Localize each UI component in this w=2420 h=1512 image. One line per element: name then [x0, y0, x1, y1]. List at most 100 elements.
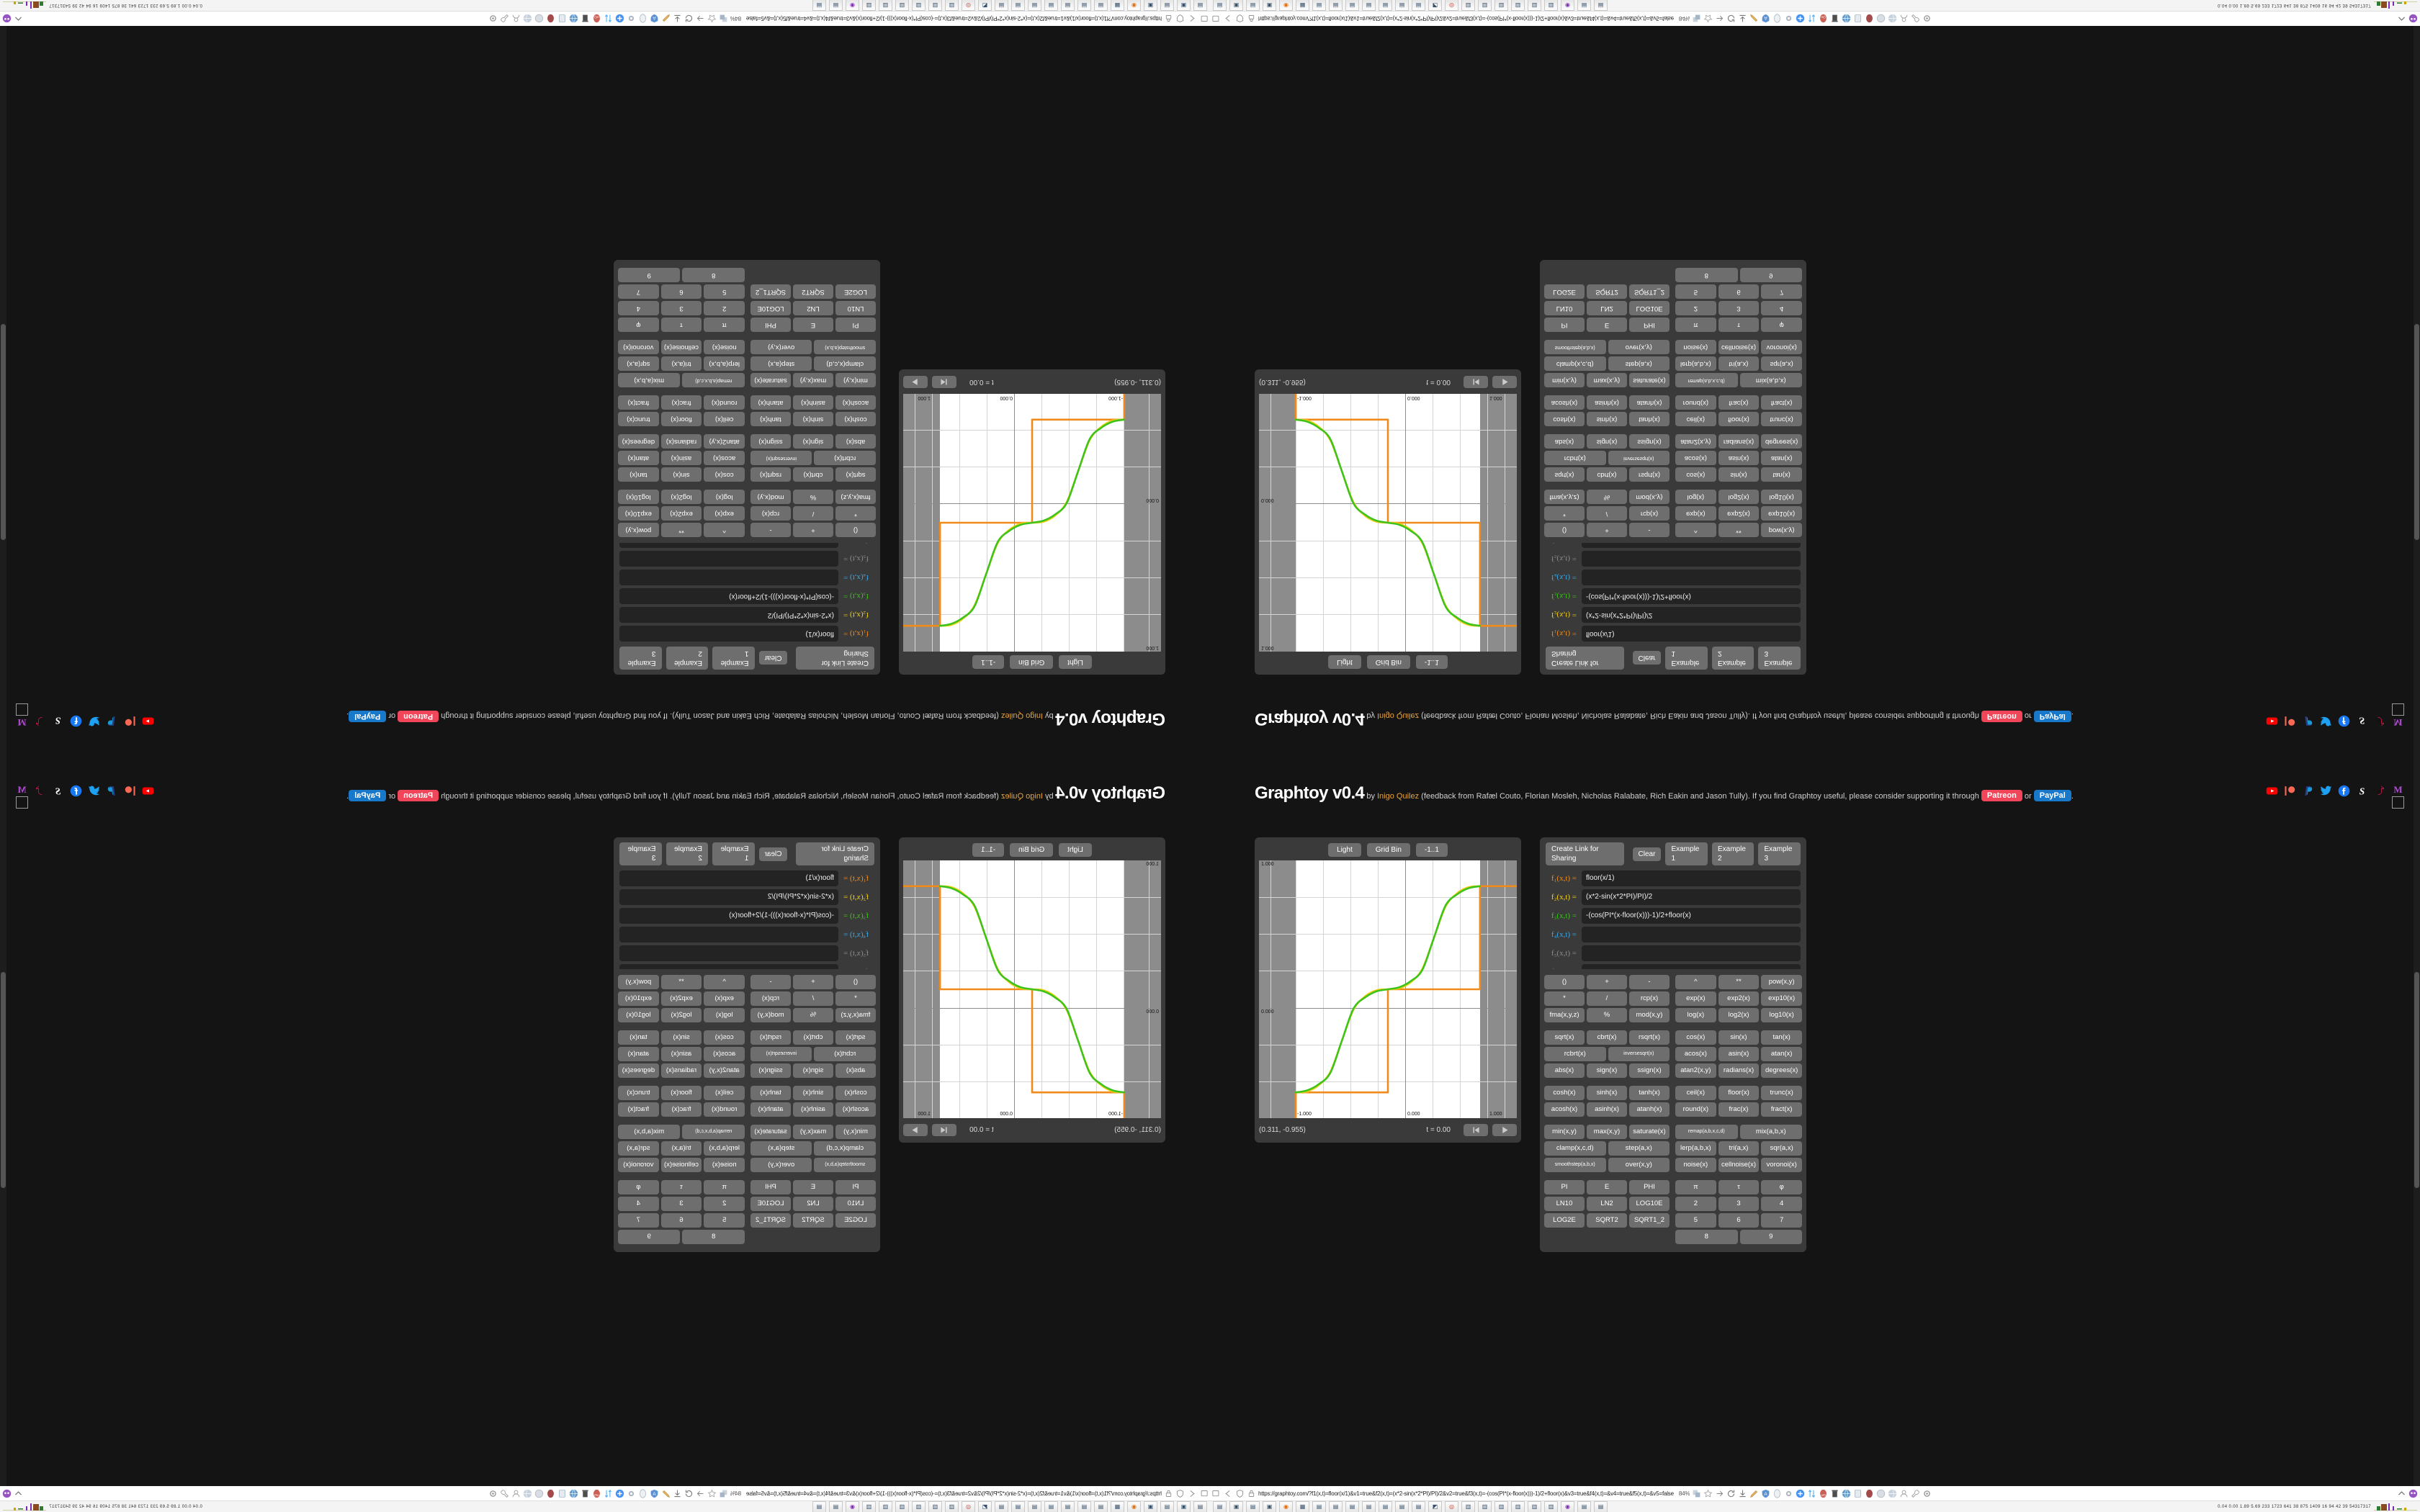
key-9[interactable]: 9 — [1739, 1230, 1803, 1244]
patreon-icon[interactable] — [124, 785, 136, 797]
globe-extension-icon[interactable] — [569, 1489, 578, 1498]
taskbar-item[interactable]: ▣ — [1144, 0, 1157, 12]
key-exp2-x[interactable]: exp2(x) — [1718, 991, 1760, 1006]
taskbar-item[interactable]: ▣ — [1177, 0, 1191, 12]
new-tab-icon[interactable] — [1198, 14, 1208, 24]
privacy-badger-icon[interactable] — [638, 1488, 647, 1498]
taskbar-item[interactable]: ▤ — [1395, 0, 1409, 12]
key-atan2-x-y[interactable]: atan2(x,y) — [704, 1063, 745, 1078]
key-6[interactable]: 6 — [660, 284, 702, 299]
key-frac-x[interactable]: frac(x) — [1718, 1102, 1760, 1117]
shield-icon[interactable] — [1235, 14, 1245, 24]
taskbar-item[interactable]: ▤ — [1213, 0, 1227, 12]
key-[interactable]: / — [1587, 991, 1627, 1006]
key-[interactable]: ** — [660, 523, 702, 537]
key-ln10[interactable]: LN10 — [835, 301, 876, 315]
clear-button[interactable]: Clear — [758, 651, 788, 665]
key-atanh-x[interactable]: atanh(x) — [1629, 1102, 1670, 1117]
taskbar-item[interactable]: ◉ — [1561, 0, 1574, 12]
key-cbrt-x[interactable]: cbrt(x) — [1587, 1030, 1627, 1045]
formula-input[interactable] — [1582, 551, 1801, 567]
key-over-x-y[interactable]: over(x,y) — [750, 1158, 812, 1172]
reload-icon[interactable] — [684, 14, 694, 24]
taskbar-item[interactable]: ▤ — [1028, 1500, 1041, 1512]
key-cellnoise-x[interactable]: cellnoise(x) — [660, 1158, 702, 1172]
back-icon[interactable] — [1224, 1489, 1233, 1498]
key-abs-x[interactable]: abs(x) — [835, 1063, 876, 1078]
add-extension-icon[interactable] — [1796, 14, 1805, 24]
preferences-gear-icon[interactable] — [1922, 1489, 1932, 1498]
key-cos-x[interactable]: cos(x) — [1675, 1030, 1716, 1045]
key-inversesqrt-x[interactable]: inversesqrt(x) — [1608, 1047, 1670, 1061]
key-remap-a-b-x-c-d[interactable]: remap(a,b,x,c,d) — [682, 1125, 745, 1139]
key-8[interactable]: 8 — [682, 268, 745, 282]
key-max-x-y[interactable]: max(x,y) — [793, 373, 833, 387]
key-sqrt1-2[interactable]: SQRT1_2 — [1629, 1213, 1670, 1228]
shadertoy-icon[interactable]: S — [2356, 715, 2368, 727]
adblock-icon[interactable]: A — [1761, 1489, 1770, 1498]
collapse-chevron-icon[interactable] — [2397, 14, 2406, 24]
formula-input[interactable]: (x*2-sin(x*2*PI)/PI)/2 — [619, 607, 838, 623]
key-[interactable]: * — [1544, 991, 1585, 1006]
clear-button[interactable]: Clear — [1632, 651, 1662, 665]
ublock-icon[interactable]: uO — [592, 14, 601, 24]
key-8[interactable]: 8 — [1675, 268, 1738, 282]
key-6[interactable]: 6 — [1718, 284, 1760, 299]
key-frac-x[interactable]: frac(x) — [1718, 395, 1760, 410]
graph-canvas[interactable]: 1.000 0.000 -1.000 0.000 1.000 — [903, 394, 1161, 652]
settings-gear-icon[interactable] — [1784, 1489, 1793, 1498]
key-voronoi-x[interactable]: voronoi(x) — [618, 340, 659, 354]
person-icon[interactable] — [511, 1489, 521, 1498]
taskbar-item[interactable]: ▤ — [1011, 1500, 1025, 1512]
key-[interactable]: ** — [660, 975, 702, 989]
key-log2e[interactable]: LOG2E — [1544, 1213, 1585, 1228]
taskbar-item[interactable]: ▦ — [1111, 0, 1124, 12]
key-abs-x[interactable]: abs(x) — [1544, 1063, 1585, 1078]
taskbar-item[interactable]: ▥ — [1511, 0, 1525, 12]
key-fract-x[interactable]: fract(x) — [618, 395, 659, 410]
taskbar-item[interactable]: ▥ — [1528, 0, 1541, 12]
key-phi[interactable]: PHI — [750, 1180, 791, 1194]
graph-canvas[interactable]: 1.000 0.000 -1.000 0.000 1.000 — [1259, 394, 1517, 652]
taskbar-item[interactable]: ▤ — [1594, 1500, 1608, 1512]
key-5[interactable]: 5 — [1675, 284, 1716, 299]
key-6[interactable]: 6 — [660, 1213, 702, 1228]
key-pow-x-y[interactable]: pow(x,y) — [618, 523, 659, 537]
sync-arrows-icon[interactable] — [604, 14, 613, 24]
key-5[interactable]: 5 — [1675, 1213, 1716, 1228]
key-[interactable]: + — [793, 523, 833, 537]
key-noise-x[interactable]: noise(x) — [704, 1158, 745, 1172]
key-fract-x[interactable]: fract(x) — [1761, 1102, 1802, 1117]
web-globe-icon[interactable] — [1888, 14, 1897, 24]
key-rcbrt-x[interactable]: rcbrt(x) — [814, 1047, 876, 1061]
key-[interactable]: ** — [1718, 523, 1760, 537]
dark-reader-icon[interactable] — [546, 1489, 555, 1498]
taskbar-item[interactable]: ▤ — [1077, 0, 1091, 12]
taskbar-item[interactable]: ▤ — [1379, 0, 1392, 12]
taskbar-item[interactable]: ▥ — [912, 0, 926, 12]
adblock-icon[interactable]: A — [1761, 14, 1770, 24]
formula-input[interactable] — [1582, 570, 1801, 585]
key-round-x[interactable]: round(x) — [704, 1102, 745, 1117]
translate-icon[interactable] — [719, 14, 728, 24]
key-floor-x[interactable]: floor(x) — [660, 1086, 702, 1100]
key-8[interactable]: 8 — [1675, 1230, 1738, 1244]
key-clamp-x-c-d[interactable]: clamp(x,c,d) — [1544, 356, 1606, 371]
key-log10e[interactable]: LOG10E — [750, 301, 791, 315]
taskbar-item[interactable]: ▣ — [1229, 0, 1243, 12]
globe-extension-icon[interactable] — [1842, 1489, 1851, 1498]
trash-icon[interactable] — [1830, 14, 1839, 24]
taskbar-item[interactable]: ▤ — [1594, 0, 1608, 12]
key-noise-x[interactable]: noise(x) — [1675, 1158, 1716, 1172]
taskbar-item[interactable]: ▥ — [1478, 1500, 1492, 1512]
adblock-icon[interactable]: A — [650, 14, 659, 24]
key-min-x-y[interactable]: min(x,y) — [835, 373, 876, 387]
patreon-icon[interactable] — [2284, 715, 2296, 727]
key-4[interactable]: 4 — [1761, 301, 1802, 315]
taskbar-item[interactable]: ▤ — [1362, 1500, 1376, 1512]
key-exp10-x[interactable]: exp10(x) — [618, 506, 659, 521]
key-[interactable]: π — [704, 318, 745, 332]
light-mode-button[interactable]: Light — [1328, 655, 1361, 670]
key-6[interactable]: 6 — [1718, 1213, 1760, 1228]
key-cbrt-x[interactable]: cbrt(x) — [793, 1030, 833, 1045]
